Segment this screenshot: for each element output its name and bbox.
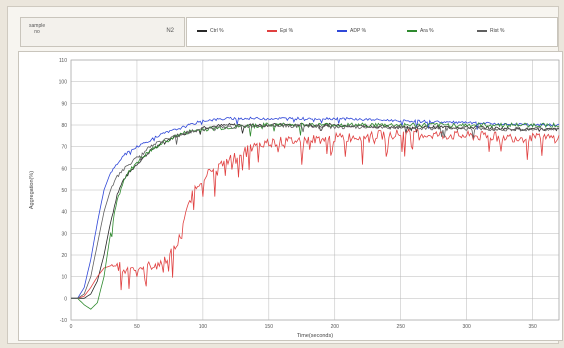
legend: Ctrl % Epi % ADP % Ara % Rist % bbox=[186, 17, 558, 47]
legend-item-ara: Ara % bbox=[407, 27, 434, 35]
plot-area: -10 0 10 20 30 40 50 60 70 80 90 100 110 0 50 100 150 200… bbox=[18, 51, 563, 341]
legend-item-rist: Rist % bbox=[477, 27, 504, 35]
y-tick-label: 30 bbox=[61, 231, 67, 237]
x-tick-label: 250 bbox=[397, 324, 406, 330]
y-axis-title: Aggregation(%) bbox=[29, 171, 35, 209]
y-tick-label: 50 bbox=[61, 188, 67, 194]
sample-selector[interactable]: sample no N2 bbox=[20, 17, 185, 47]
legend-swatch-rist bbox=[477, 30, 487, 32]
y-tick-label: 60 bbox=[61, 166, 67, 172]
y-tick-label: 0 bbox=[64, 296, 67, 302]
y-tick-label: 10 bbox=[61, 275, 67, 281]
legend-label-adp: ADP % bbox=[350, 28, 367, 34]
chart-window: sample no N2 Ctrl % Epi % ADP % Ara % Ri… bbox=[7, 6, 563, 344]
x-tick-label: 150 bbox=[265, 324, 274, 330]
sample-value: N2 bbox=[166, 28, 174, 34]
series-line-rist bbox=[71, 122, 560, 299]
y-tick-label: 90 bbox=[61, 101, 67, 107]
legend-item-ctrl: Ctrl % bbox=[197, 27, 224, 35]
y-tick-label: 20 bbox=[61, 253, 67, 259]
x-tick-label: 200 bbox=[331, 324, 340, 330]
legend-label-ara: Ara % bbox=[420, 28, 434, 34]
legend-item-epi: Epi % bbox=[267, 27, 293, 35]
y-tick-label: -10 bbox=[60, 318, 67, 324]
x-tick-label: 50 bbox=[134, 324, 140, 330]
y-tick-label: 100 bbox=[59, 80, 68, 86]
sample-label: sample no bbox=[29, 23, 45, 35]
x-tick-label: 300 bbox=[463, 324, 472, 330]
y-tick-label: 70 bbox=[61, 145, 67, 151]
legend-item-adp: ADP % bbox=[337, 27, 366, 35]
x-axis-title: Time(seconds) bbox=[297, 333, 333, 339]
legend-swatch-adp bbox=[337, 30, 347, 32]
legend-label-epi: Epi % bbox=[280, 28, 294, 34]
y-tick-label: 40 bbox=[61, 210, 67, 216]
y-tick-label: 110 bbox=[59, 58, 67, 64]
series-line-ara bbox=[71, 121, 560, 310]
legend-swatch-ara bbox=[407, 30, 417, 32]
y-tick-label: 80 bbox=[61, 123, 67, 129]
sample-label-line2: no bbox=[34, 29, 40, 35]
series-line-epi bbox=[71, 128, 560, 299]
legend-label-ctrl: Ctrl % bbox=[210, 28, 224, 34]
legend-swatch-ctrl bbox=[197, 30, 207, 32]
legend-swatch-epi bbox=[267, 30, 277, 32]
x-tick-label: 350 bbox=[528, 324, 537, 330]
legend-label-rist: Rist % bbox=[490, 28, 505, 34]
x-tick-label: 100 bbox=[199, 324, 208, 330]
x-tick-label: 0 bbox=[70, 324, 73, 330]
sample-label-line1: sample bbox=[29, 23, 46, 29]
